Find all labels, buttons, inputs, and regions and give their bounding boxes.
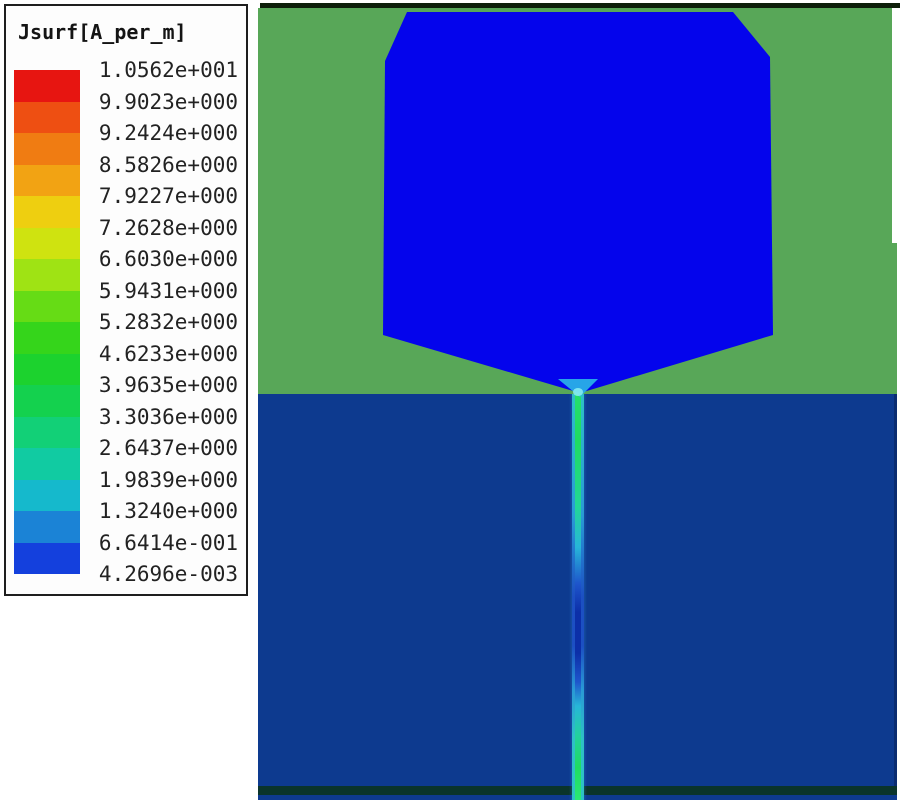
patch-polygon (383, 12, 773, 393)
colorbar-band (14, 385, 80, 417)
legend-scale-value: 5.9431e+000 (98, 278, 238, 303)
colorbar-band (14, 353, 80, 385)
legend-scale-value: 1.9839e+000 (98, 467, 238, 492)
legend-scale-value: 5.2832e+000 (98, 310, 238, 334)
legend-title: Jsurf[A_per_m] (18, 20, 187, 44)
legend-scale-value: 2.6437e+000 (98, 436, 238, 460)
legend-scale-value: 4.6233e+000 (98, 341, 238, 366)
colorbar-band (14, 511, 80, 543)
colorbar-band (14, 70, 80, 102)
legend-colorbar (14, 70, 80, 574)
feed-core (575, 392, 581, 800)
colorbar-band (14, 448, 80, 480)
feed-tip-glow (573, 388, 583, 396)
legend-scale-value: 7.2628e+000 (98, 215, 238, 240)
colorbar-band (14, 416, 80, 448)
colorbar-band (14, 259, 80, 291)
legend-scale-value: 7.9227e+000 (98, 184, 238, 208)
patch-overlay (383, 12, 773, 397)
legend-scale-value: 3.9635e+000 (98, 373, 238, 397)
legend-scale: 1.0562e+001 9.9023e+000 9.2424e+000 8.5826e… (99, 59, 238, 585)
legend-scale-value: 4.2696e-003 (98, 562, 238, 586)
colorbar-band (14, 227, 80, 259)
legend-panel[interactable]: Jsurf[A_per_m] 1.0562e+001 9.9023e+000 9.2… (4, 4, 248, 596)
plot-area[interactable] (258, 0, 900, 800)
legend-scale-value: 9.2424e+000 (98, 121, 238, 145)
substrate-step (892, 243, 897, 394)
colorbar-band (14, 479, 80, 511)
legend-scale-value: 1.3240e+000 (98, 499, 238, 523)
ground-right-edge (894, 394, 897, 792)
colorbar-band (14, 542, 80, 574)
colorbar-band (14, 164, 80, 196)
legend-scale-value: 6.6414e-001 (98, 530, 238, 555)
legend-scale-value: 8.5826e+000 (98, 152, 238, 177)
colorbar-band (14, 290, 80, 322)
legend-scale-value: 1.0562e+001 (98, 58, 238, 82)
colorbar-band (14, 196, 80, 228)
plot-top-border (260, 3, 900, 8)
legend-scale-value: 3.3036e+000 (98, 404, 238, 429)
legend-scale-value: 9.9023e+000 (98, 89, 238, 114)
legend-scale-value: 6.6030e+000 (98, 247, 238, 271)
colorbar-band (14, 322, 80, 354)
colorbar-band (14, 133, 80, 165)
colorbar-band (14, 101, 80, 133)
